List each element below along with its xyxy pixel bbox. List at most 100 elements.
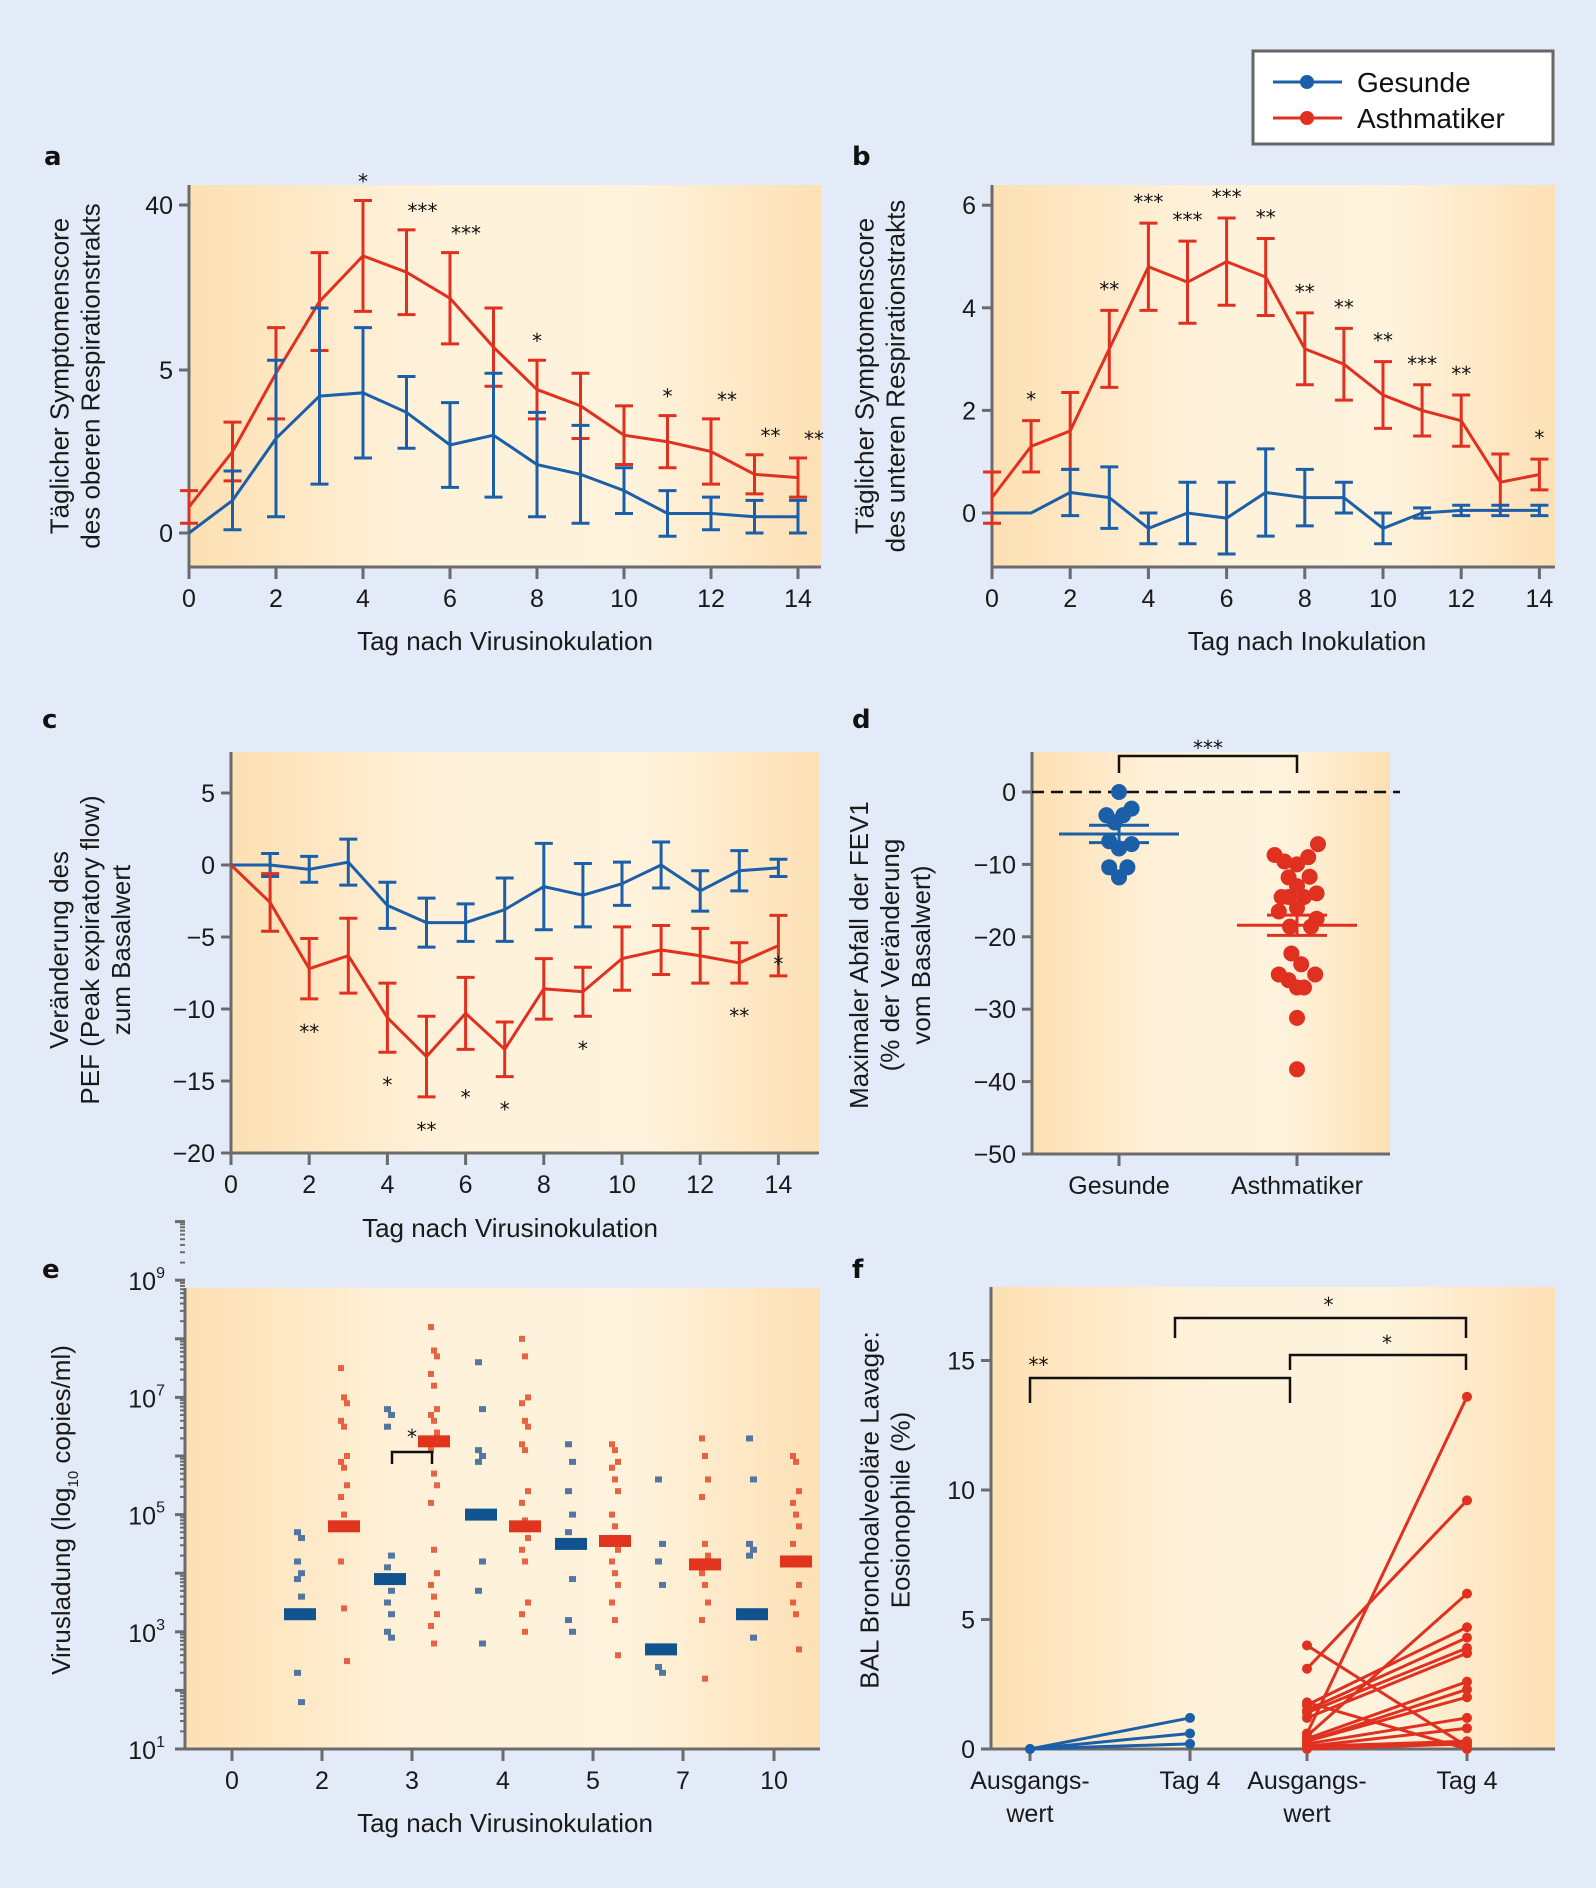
pair-line-asthma [1306,1742,1468,1751]
data-point-healthy [298,1535,305,1542]
data-point-asthma [522,1353,528,1360]
data-point-healthy [294,1669,301,1676]
data-point-healthy [565,1441,572,1448]
x-tick-label-line1: Ausgangs- [1247,1767,1367,1795]
data-point-healthy [475,1447,482,1454]
y-tick-label: 6 [962,192,976,220]
data-point-healthy [655,1663,662,1670]
data-point-asthma [1308,885,1325,902]
data-point-healthy [659,1540,666,1547]
data-point-asthma [428,1324,434,1331]
data-point-asthma [434,1570,440,1577]
data-point-asthma [434,1611,440,1618]
y-tick-label: 5 [159,357,173,385]
data-point-asthma [615,1581,621,1588]
y-tick-label: −50 [974,1141,1016,1169]
x-tick-label: 2 [315,1767,329,1795]
y-tick-label: 0 [201,852,215,880]
plot-background [231,752,819,1153]
y-tick-label: −40 [974,1069,1016,1097]
data-point-asthma [796,1581,802,1588]
data-point-healthy [384,1628,391,1635]
data-point-asthma [702,1675,708,1682]
data-point-asthma [793,1511,799,1518]
significance-marker: ** [1295,280,1315,304]
data-point-asthma [428,1411,434,1418]
data-point-healthy [294,1558,301,1565]
y-tick-label: 4 [962,295,976,323]
data-point-asthma [1289,1061,1305,1078]
legend-item-asthma: Asthmatiker [1273,103,1505,134]
y-tick-label: −20 [173,1140,215,1168]
significance-bracket [1173,1316,1468,1338]
pair-line-healthy [1029,1716,1191,1751]
panel-letter: d [852,705,871,735]
data-point-healthy [1111,784,1127,800]
x-tick-label: Asthmatiker [1231,1172,1363,1200]
panel-f: f 0 5 10 15 Ausgangs-wert Tag 4 Ausgangs-wert Ta… [852,1255,1555,1828]
legend-frame [1251,49,1555,146]
x-tick-label: 6 [443,585,457,613]
y-axis-title-line: des unteren Respirationstrakts [881,200,911,553]
y-tick-label: 15 [947,1348,975,1376]
data-point-healthy [746,1552,753,1559]
x-tick-label: Gesunde [1068,1172,1169,1200]
data-point-asthma [338,1458,344,1465]
data-point-asthma [1280,888,1297,905]
y-tick-label: 103 [128,1617,165,1648]
pair-line-asthma [1306,1592,1468,1738]
pair-line-asthma [1306,1680,1468,1741]
pair-line-asthma [1306,1636,1468,1712]
series-line-healthy [231,860,779,925]
pair-line-healthy [1029,1731,1191,1751]
data-point-asthma [1307,966,1324,983]
data-point-healthy [298,1593,305,1600]
y-tick-label: 107 [128,1382,165,1413]
legend-item-healthy: Gesunde [1273,67,1471,98]
y-tick-label: 0 [961,1736,975,1764]
data-point-asthma [796,1523,802,1530]
x-tick-label: 14 [784,585,812,613]
pair-line-asthma [1306,1651,1468,1720]
data-point-healthy [1111,869,1127,886]
panel-c: c50−5−10−15−200 2 4 6 8 10 12 14***********Tag … [42,705,819,1243]
data-point-asthma [1302,1640,1312,1651]
data-point-asthma [1462,1684,1472,1695]
data-point-asthma [428,1499,434,1506]
data-point-healthy [479,1406,486,1413]
data-point-asthma [705,1476,711,1483]
significance-marker: *** [451,222,481,246]
data-point-asthma [1270,903,1287,920]
y-tick-label: 105 [128,1500,165,1531]
data-point-asthma [434,1353,440,1360]
data-point-asthma [793,1458,799,1465]
panel-letter: f [852,1255,864,1285]
data-point-asthma [702,1581,708,1588]
data-point-healthy [655,1476,662,1483]
data-point-healthy [565,1617,572,1624]
data-point-asthma [705,1599,711,1606]
data-point-asthma [519,1611,525,1618]
y-tick-label: −5 [186,924,215,952]
data-point-asthma [341,1423,347,1430]
significance-bracket [390,1450,434,1464]
data-point-asthma [434,1482,440,1489]
y-tick-label: 10 [947,1477,975,1505]
significance-marker: * [407,1425,417,1449]
y-axis-title: Virusladung (log10 copies/ml) [46,1345,82,1675]
significance-marker: * [578,1037,588,1061]
y-tick-label: −10 [974,851,1016,879]
legend-marker-healthy [1300,75,1314,89]
data-point-healthy [388,1411,395,1418]
data-point-asthma [341,1511,347,1518]
data-point-asthma [609,1599,615,1606]
significance-marker: * [1534,426,1544,450]
x-tick-label: 5 [586,1767,600,1795]
data-point-asthma [612,1523,618,1530]
y-axis-title-line: Eosionophile (%) [886,1412,916,1609]
data-point-asthma [612,1570,618,1577]
data-point-asthma [431,1640,437,1647]
plot-background [991,1287,1555,1749]
y-tick-label: 5 [961,1607,975,1635]
data-point-asthma [1301,868,1318,885]
